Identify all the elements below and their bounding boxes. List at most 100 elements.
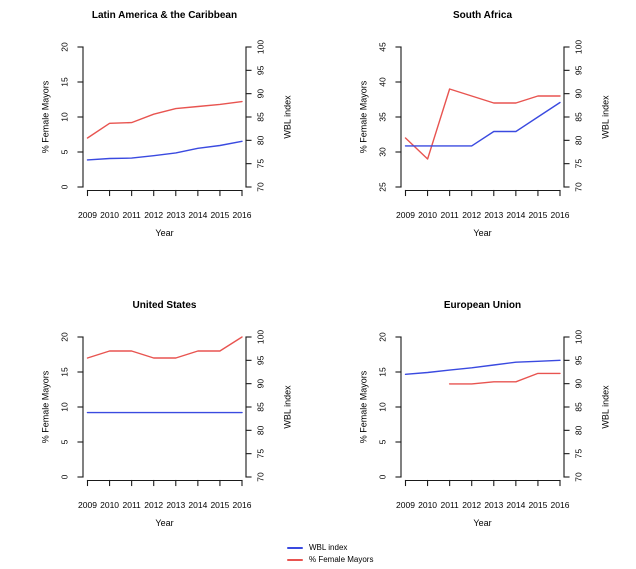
chart-panel-european-union: European Union 0 5 10 15 20 % Female Mayors 70 7… [318, 290, 636, 540]
right-axis-tick-label: 75 [573, 159, 583, 169]
right-axis-tick-label: 100 [573, 40, 583, 54]
right-axis-title: WBL index [282, 385, 292, 429]
x-axis-tick-label: 2011 [441, 500, 460, 510]
left-axis-tick-label: 30 [377, 147, 387, 157]
right-axis-tick-label: 70 [573, 182, 583, 192]
female-mayors-line-swatch [287, 558, 303, 561]
left-axis-tick-label: 20 [377, 332, 387, 342]
x-axis-tick-label: 2013 [484, 500, 503, 510]
right-axis-title: WBL index [600, 95, 610, 139]
right-axis-tick-label: 90 [255, 89, 265, 99]
right-axis-tick-label: 90 [573, 379, 583, 389]
left-axis-tick-label: 15 [377, 367, 387, 377]
chart-panel-latin-america: Latin America & the Caribbean 0 5 10 15 20 % F… [0, 0, 318, 250]
right-axis-tick-label: 80 [573, 425, 583, 435]
x-axis-tick-label: 2010 [418, 210, 437, 220]
x-axis-tick-label: 2009 [78, 500, 97, 510]
right-axis-tick-label: 75 [255, 159, 265, 169]
series-line--female-mayors [86, 336, 243, 359]
x-axis-tick-label: 2014 [188, 500, 207, 510]
right-axis-tick-label: 85 [573, 402, 583, 412]
x-axis-tick-label: 2014 [506, 210, 525, 220]
x-axis-title: Year [155, 518, 173, 528]
legend-label-wbl-index: WBL index [309, 543, 348, 552]
right-axis-tick-label: 85 [255, 402, 265, 412]
chart-panel-united-states: United States 0 5 10 15 20 % Female Mayors 70 75… [0, 290, 318, 540]
chart-united-states: United States 0 5 10 15 20 % Female Mayors 70 75… [40, 300, 292, 528]
left-axis-tick-label: 15 [59, 77, 69, 87]
left-axis-tick-label: 15 [59, 367, 69, 377]
series-line-wbl-index [404, 101, 561, 147]
right-axis-tick-label: 100 [255, 40, 265, 54]
right-axis-tick-label: 95 [255, 355, 265, 365]
legend-entry-female-mayors: % Female Mayors [287, 555, 373, 564]
right-axis-tick-label: 100 [255, 330, 265, 344]
panel-title: South Africa [453, 10, 513, 21]
legend-entry-wbl-index: WBL index [287, 543, 373, 552]
x-axis-tick-label: 2012 [144, 210, 163, 220]
x-axis-tick-label: 2011 [123, 500, 142, 510]
wbl-index-line-swatch [287, 546, 303, 549]
panel-title: Latin America & the Caribbean [92, 10, 237, 21]
x-axis-tick-label: 2012 [462, 210, 481, 220]
panel-title: United States [133, 300, 197, 311]
panel-title: European Union [444, 300, 521, 311]
x-axis-tick-label: 2009 [396, 210, 415, 220]
x-axis-tick-label: 2013 [166, 210, 185, 220]
x-axis-title: Year [473, 228, 491, 238]
left-axis-tick-label: 0 [377, 474, 387, 479]
right-axis-tick-label: 90 [573, 89, 583, 99]
x-axis-tick-label: 2009 [396, 500, 415, 510]
chart-european-union: European Union 0 5 10 15 20 % Female Mayors 70 7… [358, 300, 610, 528]
series-line--female-mayors [404, 88, 561, 160]
left-axis-title: % Female Mayors [40, 370, 50, 443]
right-axis-tick-label: 70 [255, 182, 265, 192]
left-axis-tick-label: 25 [377, 182, 387, 192]
x-axis-tick-label: 2015 [210, 500, 229, 510]
x-axis-tick-label: 2013 [484, 210, 503, 220]
right-axis-tick-label: 80 [255, 425, 265, 435]
series-line--female-mayors [448, 372, 561, 385]
right-axis-tick-label: 85 [573, 112, 583, 122]
legend-label-female-mayors: % Female Mayors [309, 555, 374, 564]
right-axis-tick-label: 85 [255, 112, 265, 122]
left-axis-tick-label: 0 [59, 184, 69, 189]
left-axis-title: % Female Mayors [358, 80, 368, 153]
x-axis-tick-label: 2016 [233, 210, 252, 220]
right-axis-tick-label: 100 [573, 330, 583, 344]
chart-panel-south-africa: South Africa 25 30 35 40 45 % Female Mayors 70 7… [318, 0, 636, 250]
left-axis-tick-label: 20 [59, 332, 69, 342]
x-axis-tick-label: 2012 [462, 500, 481, 510]
x-axis-tick-label: 2015 [210, 210, 229, 220]
x-axis-tick-label: 2010 [100, 500, 119, 510]
x-axis-tick-label: 2016 [233, 500, 252, 510]
x-axis-title: Year [155, 228, 173, 238]
left-axis-tick-label: 5 [377, 439, 387, 444]
x-axis-tick-label: 2013 [166, 500, 185, 510]
right-axis-tick-label: 70 [573, 472, 583, 482]
chart-south-africa: South Africa 25 30 35 40 45 % Female Mayors 70 7… [358, 10, 610, 238]
chart-latin-america: Latin America & the Caribbean 0 5 10 15 20 % F… [40, 10, 292, 238]
right-axis-title: WBL index [282, 95, 292, 139]
left-axis-tick-label: 10 [59, 402, 69, 412]
left-axis-tick-label: 35 [377, 112, 387, 122]
right-axis-title: WBL index [600, 385, 610, 429]
x-axis-tick-label: 2010 [100, 210, 119, 220]
chart-legend: WBL index % Female Mayors [287, 543, 373, 564]
right-axis-tick-label: 80 [255, 135, 265, 145]
x-axis-tick-label: 2014 [188, 210, 207, 220]
right-axis-tick-label: 75 [573, 449, 583, 459]
series-line--female-mayors [86, 100, 243, 139]
right-axis-tick-label: 75 [255, 449, 265, 459]
left-axis-tick-label: 0 [59, 474, 69, 479]
x-axis-tick-label: 2011 [123, 210, 142, 220]
left-axis-tick-label: 20 [59, 42, 69, 52]
x-axis-tick-label: 2012 [144, 500, 163, 510]
x-axis-tick-label: 2016 [551, 210, 570, 220]
x-axis-tick-label: 2015 [528, 210, 547, 220]
right-axis-tick-label: 90 [255, 379, 265, 389]
series-line-wbl-index [86, 140, 243, 161]
right-axis-tick-label: 70 [255, 472, 265, 482]
left-axis-tick-label: 10 [377, 402, 387, 412]
